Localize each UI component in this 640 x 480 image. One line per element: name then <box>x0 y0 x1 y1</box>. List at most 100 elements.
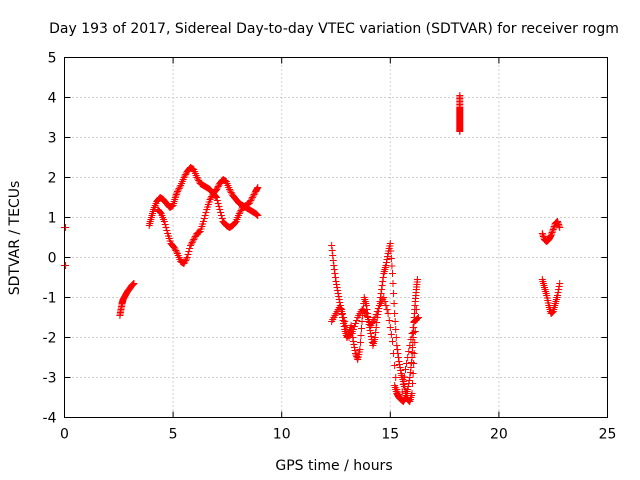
y-tick-label: -1 <box>43 291 57 307</box>
data-point <box>331 274 339 281</box>
data-point <box>200 218 208 225</box>
data-point <box>173 248 181 256</box>
grid-lines <box>64 57 608 418</box>
data-point <box>396 364 404 371</box>
data-point <box>548 230 556 238</box>
data-point <box>349 338 357 345</box>
data-point <box>405 348 413 355</box>
data-point <box>371 314 379 321</box>
data-point <box>248 194 256 201</box>
data-point <box>358 325 366 332</box>
data-point <box>356 339 364 346</box>
data-point <box>339 317 347 324</box>
data-point <box>185 248 193 255</box>
data-points <box>61 92 564 405</box>
data-point <box>247 197 255 204</box>
data-point <box>392 374 400 381</box>
data-point <box>62 262 70 269</box>
data-point <box>548 229 556 236</box>
y-tick-label: -4 <box>43 411 57 427</box>
data-point <box>182 255 190 263</box>
data-point <box>214 200 222 207</box>
data-point <box>253 185 261 192</box>
x-tick-label: 20 <box>490 427 508 443</box>
data-point <box>392 334 400 341</box>
data-point <box>350 341 358 348</box>
data-point <box>386 240 394 247</box>
data-point <box>332 278 340 285</box>
data-point <box>172 191 180 198</box>
data-point <box>389 280 397 287</box>
data-point <box>176 183 184 191</box>
data-point <box>172 247 180 254</box>
data-point <box>191 234 199 242</box>
data-point <box>547 232 555 239</box>
y-tick-label: -3 <box>43 371 57 387</box>
data-point <box>363 313 371 320</box>
data-point <box>212 193 220 200</box>
data-point <box>399 381 407 388</box>
y-tick-labels: -4 -3 -2 -1 0 1 2 3 4 5 <box>43 51 57 427</box>
data-point <box>201 212 209 219</box>
data-point <box>245 200 253 207</box>
data-point <box>403 360 411 367</box>
data-point <box>371 334 379 341</box>
data-point <box>62 224 70 231</box>
data-point <box>218 215 226 222</box>
data-point <box>227 189 235 196</box>
data-point <box>187 240 195 248</box>
data-point <box>405 380 413 387</box>
data-point <box>378 282 386 289</box>
data-point <box>538 230 546 237</box>
series-seg-7 <box>538 218 564 245</box>
y-axis-label: SDTVAR / TECUs <box>7 181 23 296</box>
data-point <box>550 224 558 232</box>
data-point <box>394 354 402 361</box>
data-point <box>407 364 415 371</box>
data-point <box>406 369 414 376</box>
tick-marks <box>64 57 608 418</box>
data-point <box>350 323 358 330</box>
data-point <box>341 318 349 325</box>
data-point <box>171 194 179 201</box>
data-point <box>186 245 194 252</box>
data-point <box>382 262 390 269</box>
data-point <box>382 259 390 266</box>
data-point <box>367 333 375 340</box>
series-seg-6 <box>391 276 421 405</box>
data-point <box>213 184 221 192</box>
data-point <box>189 237 197 245</box>
data-point <box>340 314 348 321</box>
data-point <box>393 346 401 353</box>
data-point <box>330 262 338 269</box>
series-seg-2 <box>145 164 262 229</box>
data-point <box>180 174 188 181</box>
data-point <box>246 198 254 206</box>
data-point <box>555 222 563 230</box>
data-point <box>184 251 192 258</box>
data-point <box>366 327 374 334</box>
data-point <box>391 310 399 317</box>
data-point <box>386 324 394 331</box>
x-tick-label: 25 <box>599 427 617 443</box>
data-point <box>180 260 188 267</box>
data-point <box>172 192 180 200</box>
data-point <box>413 276 421 283</box>
data-point <box>402 366 410 373</box>
data-point <box>390 300 398 307</box>
data-point <box>549 227 557 235</box>
y-tick-label: 5 <box>48 51 57 67</box>
data-point <box>380 294 388 301</box>
data-point <box>556 280 564 287</box>
data-point <box>388 262 396 270</box>
data-point <box>254 184 262 191</box>
data-point <box>392 326 400 333</box>
data-point <box>381 298 389 305</box>
data-point <box>374 305 382 312</box>
data-point <box>162 224 170 231</box>
data-point <box>397 367 405 374</box>
data-point <box>343 326 351 333</box>
data-point <box>413 315 421 322</box>
data-point <box>384 310 392 317</box>
